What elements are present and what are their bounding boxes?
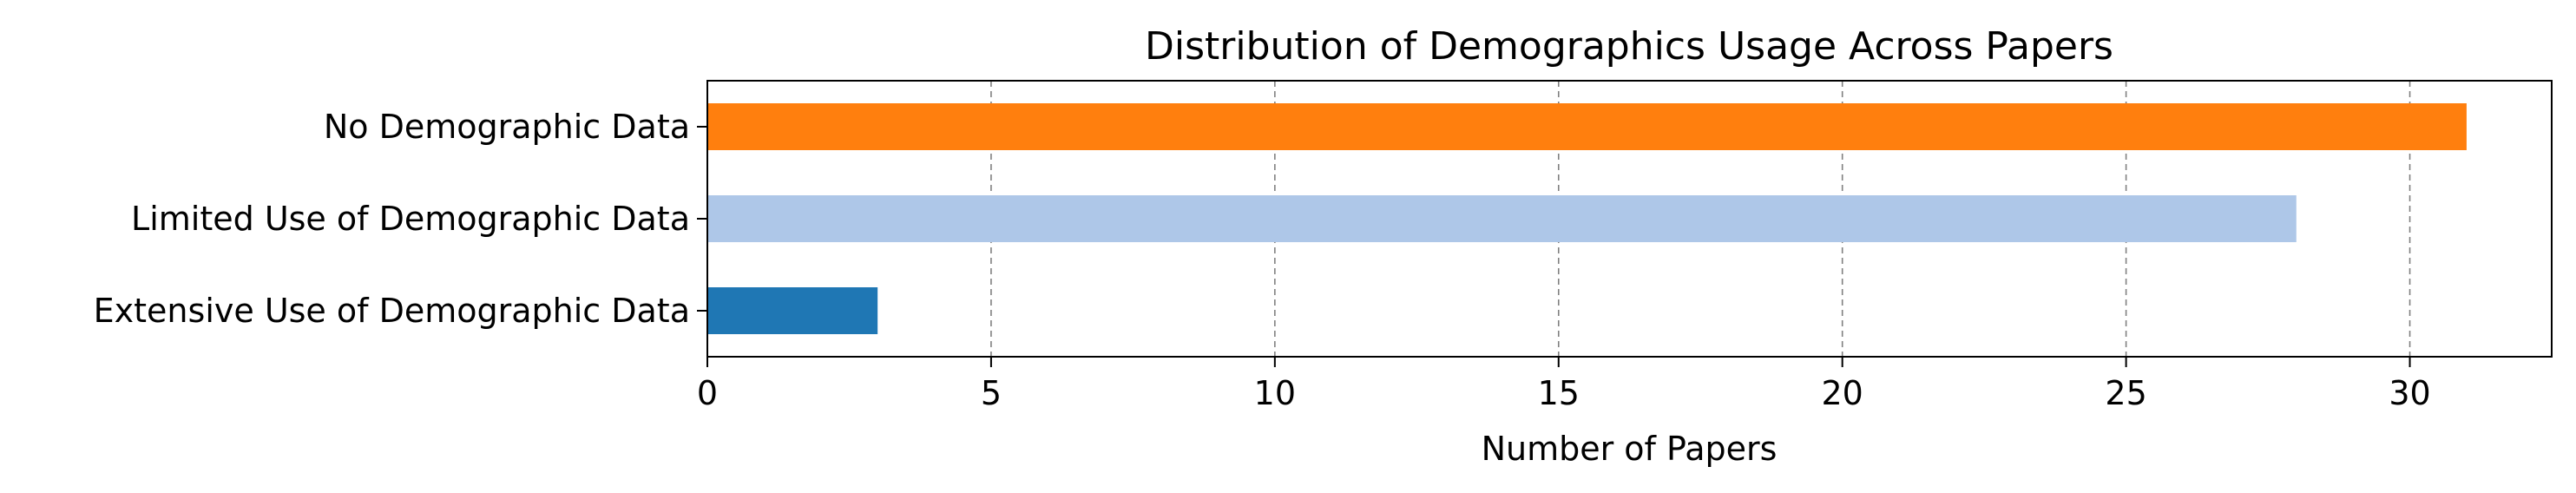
bar [707,287,878,334]
x-tick-label: 20 [1822,374,1863,412]
chart-title: Distribution of Demographics Usage Acros… [1145,24,2113,69]
x-tick-label: 25 [2105,374,2146,412]
x-axis-label: Number of Papers [1482,430,1778,468]
plot-frame [706,80,2553,358]
y-tick-label: Extensive Use of Demographic Data [94,292,690,330]
bars [707,103,2467,334]
bar [707,103,2467,150]
x-axis: 0 5 10 15 20 25 30 [697,357,2431,412]
bar [707,195,2297,242]
x-tick-label: 15 [1538,374,1580,412]
y-tick-label: Limited Use of Demographic Data [131,200,690,238]
x-tick-label: 5 [981,374,1002,412]
y-axis-labels: No Demographic Data Limited Use of Demogr… [94,108,707,330]
x-tick-label: 10 [1254,374,1296,412]
y-tick-label: No Demographic Data [324,108,690,146]
x-tick-label: 30 [2389,374,2430,412]
x-tick-label: 0 [697,374,718,412]
